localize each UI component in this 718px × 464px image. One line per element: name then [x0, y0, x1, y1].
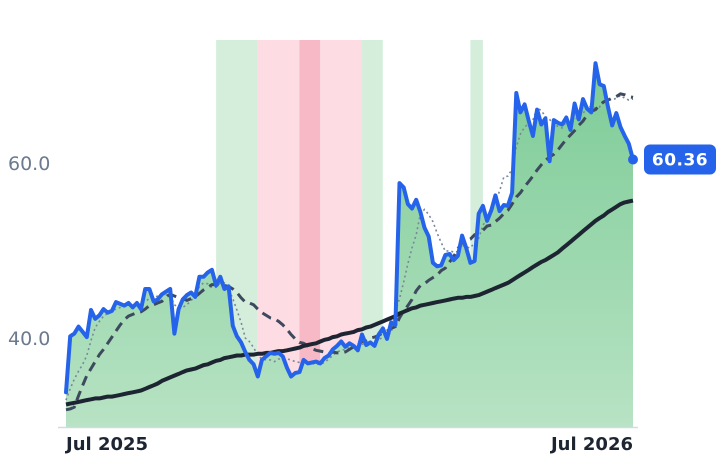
last-price-marker — [628, 154, 638, 165]
y-tick-label-60: 60.0 — [8, 153, 50, 175]
last-value-badge — [644, 144, 716, 175]
range-band-green-4 — [362, 40, 383, 427]
last-value-label: 60.36 — [644, 144, 716, 175]
price-area-fill — [66, 63, 633, 427]
long-moving-average-line — [65, 198, 634, 407]
x-tick-label-jul-2026: Jul 2026 — [549, 434, 633, 455]
last-value-text: 60.36 — [652, 151, 708, 171]
range-band-red-2 — [299, 40, 321, 427]
mid-moving-average-line — [65, 92, 634, 412]
x-tick-label-jul-2025: Jul 2025 — [64, 434, 148, 455]
price-line — [64, 61, 635, 395]
y-tick-label-40: 40.0 — [8, 328, 50, 350]
